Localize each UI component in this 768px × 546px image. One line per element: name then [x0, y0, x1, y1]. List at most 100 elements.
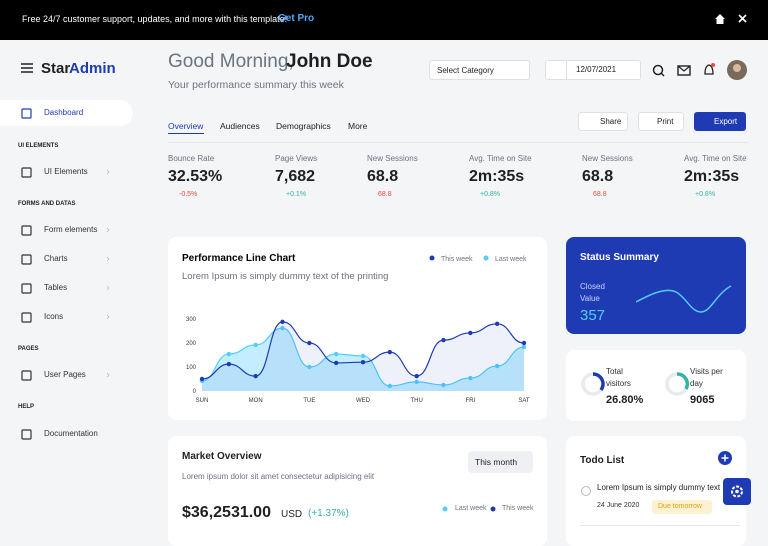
market-change: (+1.37%)	[308, 508, 349, 519]
series-point	[280, 319, 285, 325]
series-point	[441, 382, 446, 388]
y-tick-label: 100	[186, 365, 197, 371]
legend-dot	[429, 255, 435, 261]
visitor-label: Total visitors	[606, 367, 631, 388]
button-label[interactable]: Print	[657, 117, 674, 126]
nav-item[interactable]: User Pages	[44, 370, 86, 379]
nav-section: PAGES	[18, 346, 39, 352]
stat-change: +0.1%	[286, 191, 307, 198]
legend-label: This week	[502, 505, 534, 512]
category-select[interactable]	[429, 60, 530, 80]
brand-star: Star	[41, 60, 71, 77]
button-label[interactable]: Share	[600, 117, 622, 126]
market-value: $36,2531.00	[182, 504, 271, 521]
stat-label: Avg. Time on Site	[469, 154, 532, 163]
stat-change: 68.8	[378, 191, 392, 198]
chart-title: Performance Line Chart	[182, 253, 296, 264]
settings-button[interactable]	[723, 478, 751, 505]
nav-item[interactable]: Charts	[44, 254, 68, 263]
visitor-label: Visits per day	[690, 367, 723, 388]
visitor-value: 26.80%	[606, 394, 644, 406]
button-label[interactable]: Export	[714, 117, 738, 126]
period-select[interactable]	[468, 451, 533, 473]
todo-checkbox[interactable]	[580, 485, 592, 497]
series-point	[521, 344, 527, 350]
add-todo[interactable]	[717, 450, 733, 466]
nav-item[interactable]: UI Elements	[44, 167, 88, 176]
nav-item[interactable]: Icons	[44, 312, 64, 321]
legend-dot	[483, 255, 489, 261]
performance-chart: Performance Line Chart Lorem Ipsum is sim…	[182, 253, 530, 404]
tab[interactable]: More	[348, 121, 368, 131]
y-tick-label: 200	[186, 341, 197, 347]
series-point	[441, 337, 446, 343]
x-tick-label: TUE	[303, 398, 315, 404]
status-sparkline	[636, 285, 732, 313]
series-point	[360, 360, 366, 365]
y-tick-label: 0	[193, 389, 197, 395]
stat-value: 7,682	[275, 168, 316, 185]
visitor-value: 9065	[690, 394, 715, 406]
print-button[interactable]	[638, 112, 684, 131]
visitors-card	[566, 350, 746, 421]
x-tick-label: THU	[410, 398, 422, 404]
tab[interactable]: Demographics	[276, 121, 331, 131]
nav-section: FORMS AND DATAS	[18, 201, 76, 207]
user-name: John Doe	[286, 51, 373, 72]
period-text[interactable]: This month	[475, 457, 518, 467]
series-area	[202, 328, 524, 391]
tab[interactable]: Audiences	[220, 121, 260, 131]
nav-item[interactable]: Dashboard	[44, 108, 84, 117]
todo-date: 24 June 2020	[597, 502, 640, 509]
nav-icons	[21, 108, 110, 440]
todo-badge-bg	[652, 500, 712, 514]
banner-link[interactable]: Get Pro	[278, 13, 315, 24]
market-legend-dots	[442, 506, 496, 512]
legend-label: This week	[441, 256, 473, 263]
x-tick-label: MON	[249, 398, 263, 404]
chart-subtitle: Lorem Ipsum is simply dummy text of the …	[182, 271, 388, 282]
status-value: 357	[580, 307, 606, 324]
stat-label: Bounce Rate	[168, 154, 215, 163]
nav-item[interactable]: Documentation	[44, 429, 98, 438]
date-text[interactable]: 12/07/2021	[576, 65, 617, 74]
market-title: Market Overview	[182, 451, 262, 462]
share-button[interactable]	[578, 112, 628, 131]
series-point	[199, 376, 205, 382]
series-point	[494, 363, 500, 369]
series-point	[387, 383, 393, 389]
series-point	[253, 373, 258, 379]
y-tick-label: 300	[186, 317, 197, 323]
banner-text: Free 24/7 customer support, updates, and…	[22, 14, 288, 24]
series-point	[307, 340, 312, 346]
category-text[interactable]: Select Category	[437, 66, 494, 75]
status-title: Status Summary	[580, 252, 659, 263]
todo-item: Lorem Ipsum is simply dummy text	[597, 483, 721, 492]
stat-value: 32.53%	[168, 168, 223, 185]
stat-value: 68.8	[367, 168, 399, 185]
nav-item[interactable]: Form elements	[44, 225, 98, 234]
stat-label: New Sessions	[367, 154, 418, 163]
nav-item[interactable]: Tables	[44, 283, 68, 292]
todo-badge: Due tomorrow	[658, 503, 702, 510]
x-tick-label: SUN	[196, 398, 209, 404]
todo-title: Todo List	[580, 455, 625, 466]
series-point	[521, 340, 527, 346]
menu-icon[interactable]	[20, 62, 34, 74]
brand-admin: Admin	[69, 60, 116, 77]
tab[interactable]: Overview	[168, 121, 204, 131]
export-button[interactable]	[694, 112, 746, 131]
stat-value: 2m:35s	[684, 168, 740, 185]
series-area	[202, 321, 524, 391]
x-tick-label: FRI	[465, 398, 475, 404]
x-tick-label: SAT	[518, 398, 530, 404]
series-point	[414, 373, 419, 379]
stat-change: -0.5%	[179, 191, 198, 198]
series-point	[280, 325, 285, 331]
date-picker[interactable]	[545, 60, 641, 80]
series-point	[253, 342, 258, 348]
header-subtitle: Your performance summary this week	[168, 79, 344, 91]
series-point	[494, 321, 500, 326]
series-point	[468, 330, 473, 336]
